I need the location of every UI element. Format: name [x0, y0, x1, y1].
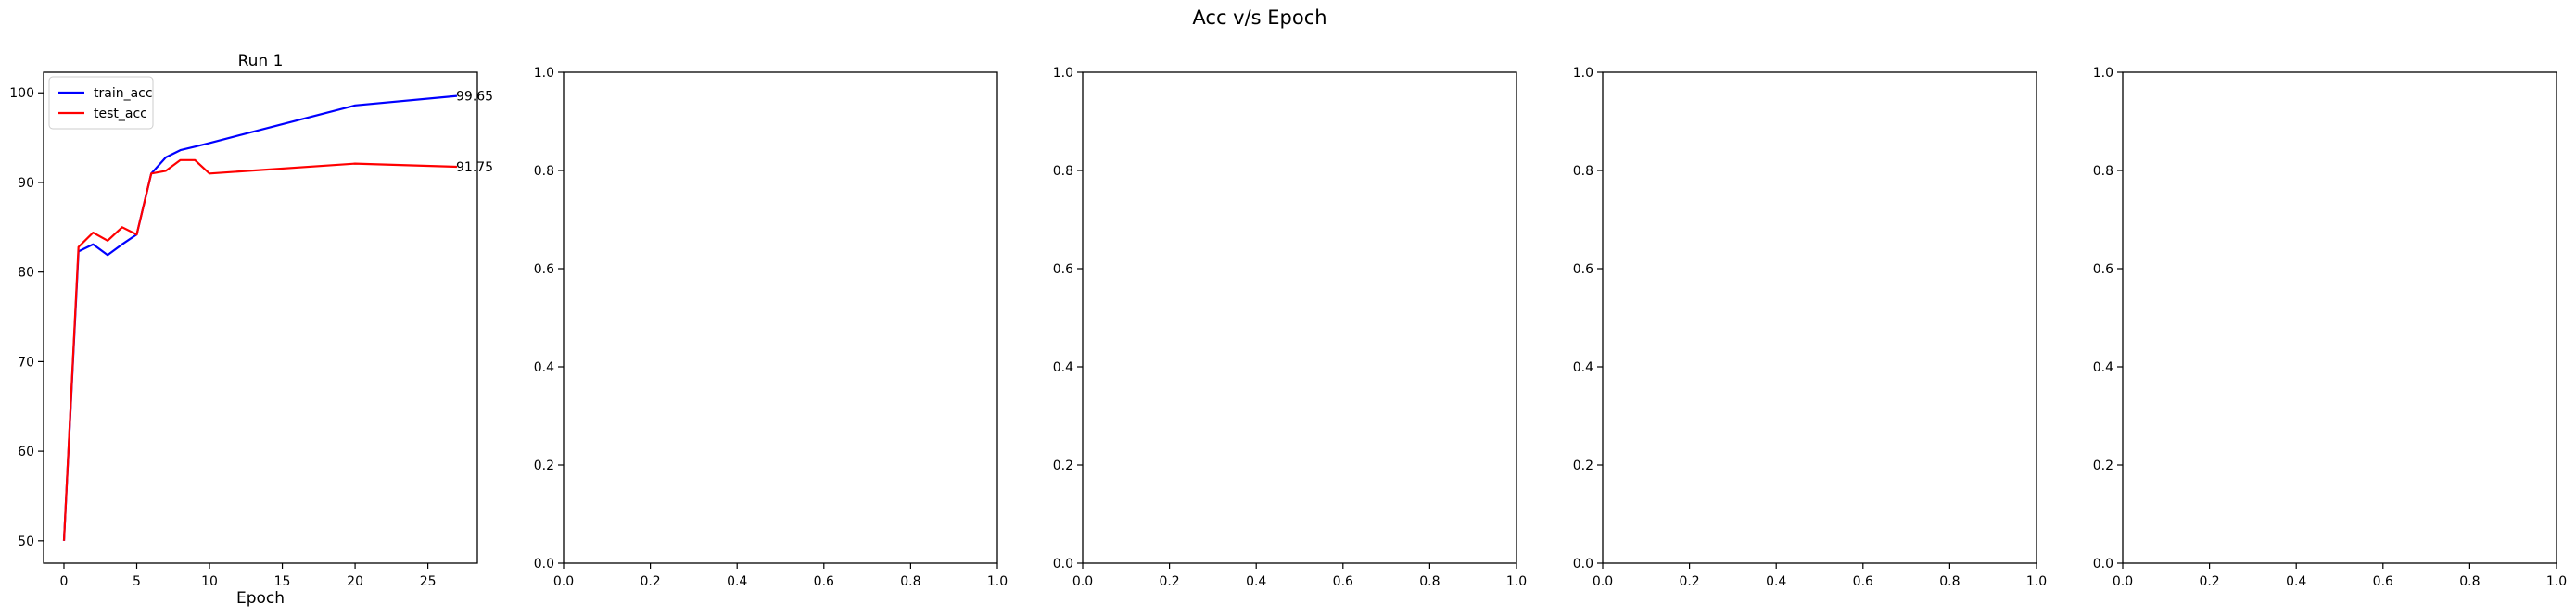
x-tick-label: 25	[420, 574, 437, 589]
x-tick-label: 0.4	[727, 574, 747, 589]
y-tick-label: 0.6	[1053, 262, 1073, 277]
y-tick-label: 1.0	[1053, 66, 1073, 81]
y-tick-label: 60	[18, 445, 34, 459]
subplot-2: 0.0 0.2 0.4 0.6 0.8 1.0 0.0 0.2 0.4 0.6 0.8 1.0	[534, 66, 1008, 589]
y-tick-label: 100	[9, 86, 34, 101]
x-tick-label: 5	[133, 574, 141, 589]
y-tick-label: 0.0	[534, 557, 554, 572]
x-tick-label: 0.4	[1766, 574, 1786, 589]
x-tick-label: 0.8	[900, 574, 920, 589]
y-tick-label: 50	[18, 534, 34, 549]
legend-label-test_acc: test_acc	[94, 107, 147, 121]
x-tick-label: 0.8	[2459, 574, 2480, 589]
plot-frame	[1082, 71, 1517, 564]
series-line-test_acc	[62, 158, 458, 541]
end-label-test_acc: 91.75	[456, 160, 493, 175]
y-tick-label: 90	[18, 176, 34, 191]
legend-box	[48, 76, 154, 130]
x-tick-label: 10	[201, 574, 218, 589]
subplot-title: Run 1	[238, 52, 284, 70]
plot-frame	[2122, 71, 2557, 564]
y-tick-label: 0.2	[1053, 459, 1073, 473]
x-tick-label: 0.6	[1333, 574, 1353, 589]
x-tick-label: 0.0	[2113, 574, 2133, 589]
x-tick-label: 0.6	[1853, 574, 1873, 589]
x-axis-label: Epoch	[236, 589, 285, 608]
subplot-1: 0 5 10 15 20 25 50 60 70 80 90 100 Run 1 Epoch 99.65 91…	[9, 52, 493, 608]
x-tick-label: 20	[347, 574, 363, 589]
y-tick-label: 0.4	[1573, 360, 1593, 375]
x-tick-label: 1.0	[1506, 574, 1527, 589]
end-label-train_acc: 99.65	[456, 90, 493, 105]
series-line-train_acc	[62, 94, 458, 541]
y-tick-label: 80	[18, 266, 34, 281]
y-tick-label: 0.8	[534, 164, 554, 179]
y-tick-label: 0.2	[534, 459, 554, 473]
legend-label-train_acc: train_acc	[94, 86, 153, 101]
x-tick-label: 0.8	[1939, 574, 1960, 589]
y-tick-label: 70	[18, 355, 34, 370]
x-tick-label: 0.0	[1593, 574, 1613, 589]
subplot-3: 0.0 0.2 0.4 0.6 0.8 1.0 0.0 0.2 0.4 0.6 0.8 1.0	[1053, 66, 1527, 589]
x-tick-label: 0.6	[814, 574, 834, 589]
x-tick-label: 0	[60, 574, 69, 589]
y-tick-label: 0.4	[1053, 360, 1073, 375]
x-tick-label: 1.0	[2026, 574, 2047, 589]
x-tick-label: 0.0	[553, 574, 574, 589]
x-tick-label: 0.4	[2286, 574, 2306, 589]
subplot-4: 0.0 0.2 0.4 0.6 0.8 1.0 0.0 0.2 0.4 0.6 0.8 1.0	[1573, 66, 2047, 589]
legend: train_acc test_acc	[48, 76, 154, 130]
x-tick-label: 1.0	[2546, 574, 2567, 589]
subplots: 0 5 10 15 20 25 50 60 70 80 90 100 Run 1 Epoch 99.65 91…	[9, 52, 2567, 608]
subplot-5: 0.0 0.2 0.4 0.6 0.8 1.0 0.0 0.2 0.4 0.6 0.8 1.0	[2093, 66, 2567, 589]
x-tick-label: 15	[274, 574, 291, 589]
x-tick-label: 0.2	[2199, 574, 2219, 589]
y-tick-label: 0.2	[2093, 459, 2113, 473]
y-tick-label: 1.0	[1573, 66, 1593, 81]
x-tick-label: 0.4	[1246, 574, 1266, 589]
x-tick-label: 1.0	[987, 574, 1008, 589]
x-tick-label: 0.8	[1419, 574, 1440, 589]
plot-frame	[43, 71, 478, 564]
y-tick-label: 1.0	[534, 66, 554, 81]
plot-frame	[563, 71, 998, 564]
y-tick-label: 0.0	[1573, 557, 1593, 572]
plot-frame	[1602, 71, 2037, 564]
y-tick-label: 0.8	[2093, 164, 2113, 179]
y-tick-label: 0.6	[2093, 262, 2113, 277]
y-tick-label: 1.0	[2093, 66, 2113, 81]
y-tick-label: 0.2	[1573, 459, 1593, 473]
y-tick-label: 0.4	[2093, 360, 2113, 375]
y-tick-label: 0.8	[1573, 164, 1593, 179]
x-tick-label: 0.6	[2373, 574, 2393, 589]
y-tick-label: 0.6	[534, 262, 554, 277]
y-tick-label: 0.0	[1053, 557, 1073, 572]
x-tick-label: 0.2	[640, 574, 660, 589]
y-tick-label: 0.8	[1053, 164, 1073, 179]
y-tick-label: 0.0	[2093, 557, 2113, 572]
x-tick-label: 0.0	[1072, 574, 1093, 589]
y-tick-label: 0.6	[1573, 262, 1593, 277]
y-tick-label: 0.4	[534, 360, 554, 375]
figure-title: Acc v/s Epoch	[1192, 6, 1326, 29]
x-tick-label: 0.2	[1159, 574, 1179, 589]
x-tick-label: 0.2	[1679, 574, 1699, 589]
